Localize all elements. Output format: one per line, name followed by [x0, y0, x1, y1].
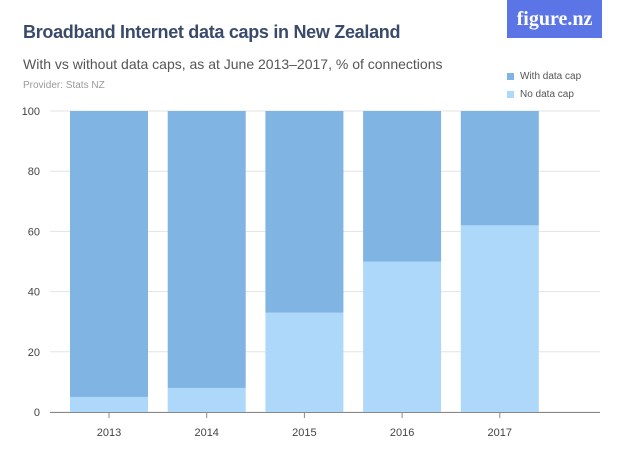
legend-swatch [507, 90, 514, 98]
legend-item-no-cap: No data cap [507, 85, 581, 103]
chart-title: Broadband Internet data caps in New Zeal… [23, 22, 401, 42]
bar-with-cap-2014 [167, 111, 246, 388]
x-tick-label: 2016 [390, 427, 414, 439]
y-tick-label: 20 [28, 347, 40, 359]
bar-no-cap-2016 [363, 261, 442, 412]
y-tick-label: 80 [28, 166, 40, 178]
bar-no-cap-2013 [70, 396, 148, 412]
y-tick-label: 0 [34, 407, 40, 419]
y-tick-label: 100 [22, 106, 40, 118]
bar-no-cap-2014 [167, 387, 246, 412]
y-tick-label: 40 [28, 287, 40, 299]
x-tick-label: 2017 [488, 427, 512, 439]
x-tick-label: 2015 [292, 427, 316, 439]
bar-with-cap-2016 [363, 111, 442, 262]
figure-nz-logo[interactable]: figure.nz [507, 0, 602, 38]
bar-with-cap-2013 [70, 111, 148, 397]
bar-with-cap-2015 [265, 111, 344, 313]
legend: With data cap No data cap [507, 67, 581, 103]
bar-with-cap-2017 [460, 111, 539, 226]
legend-swatch [507, 72, 514, 80]
chart-subtitle: With vs without data caps, as at June 20… [23, 56, 443, 72]
x-tick-label: 2013 [97, 427, 121, 439]
legend-item-with-cap: With data cap [507, 67, 581, 85]
provider-label: Provider: Stats NZ [23, 80, 105, 91]
legend-label: No data cap [520, 88, 574, 100]
bar-no-cap-2015 [265, 312, 344, 412]
bar-no-cap-2017 [460, 225, 539, 412]
x-tick-label: 2014 [194, 427, 218, 439]
legend-label: With data cap [520, 70, 582, 82]
y-tick-label: 60 [28, 226, 40, 238]
